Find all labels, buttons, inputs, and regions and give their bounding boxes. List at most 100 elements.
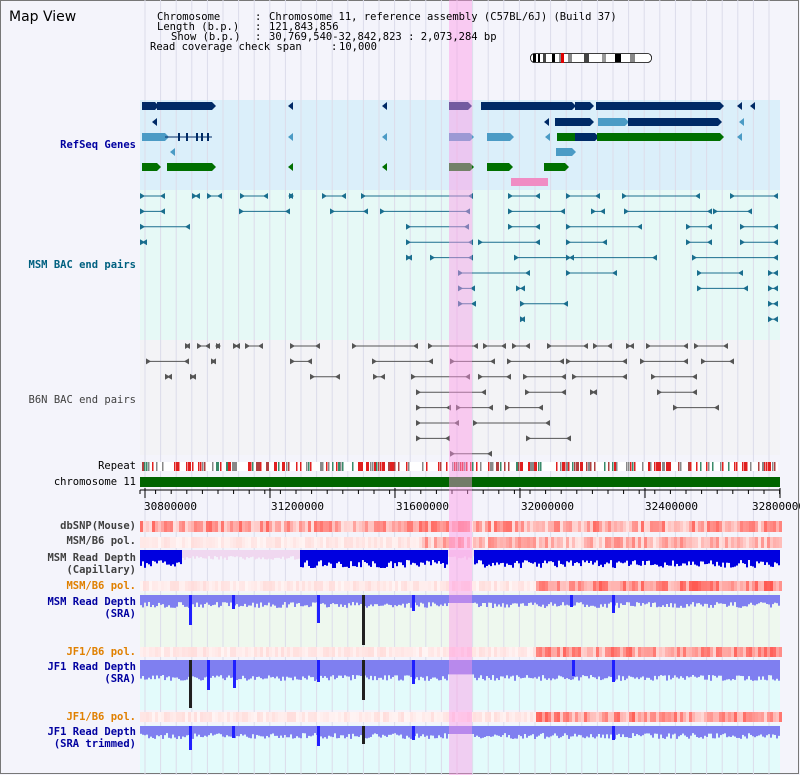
depth-bar [534,550,536,563]
depth-bar [602,726,604,735]
track-label-chromosome[interactable]: chromosome 11 [53,476,136,488]
heat-cell [482,712,485,722]
heat-cell [188,581,191,591]
heat-cell [215,581,218,591]
depth-bar [558,595,560,607]
heat-cell [740,537,743,548]
depth-bar [646,726,648,734]
depth-bar [696,660,698,678]
depth-bar [382,660,384,680]
heat-cell [191,581,194,591]
heat-cell [740,647,743,657]
depth-bar [242,550,244,559]
track-label-repeat[interactable]: Repeat [98,460,136,472]
depth-bar [256,726,258,735]
track-label-dbsnp[interactable]: dbSNP(Mouse) [60,520,136,532]
depth-bar [622,726,624,735]
repeat-mark [488,462,490,471]
depth-bar [768,726,770,735]
heat-cell [326,712,329,722]
depth-bar [676,550,678,564]
track-label-msm-b6-pol-sra[interactable]: MSM/B6 pol. [66,580,136,592]
repeat-mark [174,462,176,471]
track-label-msm-b6-pol-capillary[interactable]: MSM/B6 pol. [66,535,136,547]
depth-bar [156,726,158,736]
heat-cell [293,647,296,657]
depth-bar [524,595,526,606]
depth-bar [324,550,326,566]
heat-cell [506,712,509,722]
track-label-msm-bac[interactable]: MSM BAC end pairs [28,259,136,271]
heat-cell [284,537,287,548]
depth-bar [662,660,664,676]
track-label-refseq-genes[interactable]: RefSeq Genes [60,139,136,151]
heat-cell [491,521,494,532]
depth-spike [317,660,320,682]
depth-bar [202,660,204,681]
heat-cell [692,581,695,591]
depth-bar [438,660,440,681]
bac-pair [288,193,293,199]
depth-bar [416,595,418,606]
depth-bar [732,660,734,680]
depth-bar [688,550,690,562]
heat-cell [341,581,344,591]
depth-bar [720,595,722,604]
heat-cell [512,537,515,548]
depth-bar [230,660,232,678]
track-label-msm-depth-capillary[interactable]: MSM Read Depth [47,552,136,564]
depth-bar [500,726,502,737]
heat-cell [698,521,701,532]
track-label-jf1-b6-pol-1[interactable]: JF1/B6 pol. [66,646,136,658]
heat-cell [356,712,359,722]
track-label-jf1-depth-trimmed[interactable]: JF1 Read Depth [47,726,136,738]
heat-cell [602,712,605,722]
heat-cell [674,537,677,548]
chromosome-ideogram[interactable] [530,53,652,63]
depth-bar [156,550,158,564]
depth-bar [538,550,540,564]
depth-bar [150,726,152,737]
depth-bar [192,660,194,677]
depth-bar [330,595,332,605]
heat-cell [341,537,344,548]
heat-cell [662,537,665,548]
depth-bar [348,595,350,604]
depth-bar [406,726,408,736]
heat-cell [206,521,209,532]
heat-cell [617,647,620,657]
depth-bar [686,595,688,605]
depth-bar [142,595,144,608]
heat-cell [674,581,677,591]
depth-bar [290,550,292,557]
depth-bar [774,726,776,735]
gene-mark [565,163,569,171]
heat-cell [629,521,632,532]
depth-bar [342,726,344,736]
heat-cell [389,647,392,657]
heat-cell [221,581,224,591]
depth-bar [142,660,144,677]
heat-cell [740,521,743,532]
depth-bar [152,550,154,561]
heat-cell [212,581,215,591]
heat-cell [671,647,674,657]
depth-bar [230,726,232,737]
heat-cell [689,647,692,657]
depth-bar [776,660,778,679]
track-label-jf1-depth-sra[interactable]: JF1 Read Depth [47,661,136,673]
bac-pair [591,208,596,215]
depth-bar [718,660,720,676]
depth-bar [422,726,424,735]
heat-cell [494,647,497,657]
track-label-jf1-b6-pol-2[interactable]: JF1/B6 pol. [66,711,136,723]
depth-bar [760,726,762,735]
heat-cell [188,647,191,657]
track-label-msm-depth-capillary-sub: (Capillary) [66,564,136,576]
track-label-b6n-bac[interactable]: B6N BAC end pairs [28,394,136,406]
depth-bar [482,660,484,679]
depth-bar [554,726,556,734]
depth-bar [758,595,760,604]
track-label-msm-depth-sra[interactable]: MSM Read Depth [47,596,136,608]
